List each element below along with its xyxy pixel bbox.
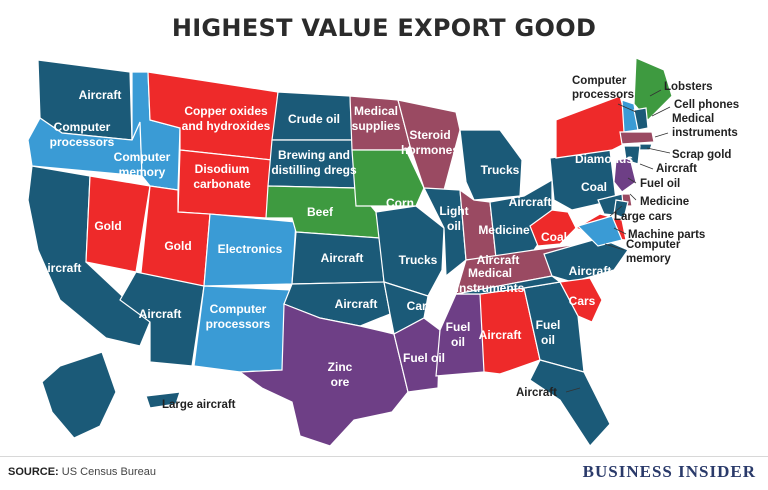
callout-label: Medicine (640, 196, 689, 208)
state-dc (613, 199, 629, 219)
state-me (633, 57, 673, 121)
map-title: HIGHEST VALUE EXPORT GOOD (171, 14, 597, 42)
callout-label: Cell phones (674, 99, 739, 111)
state-nh (633, 107, 649, 131)
brand-logo: BUSINESS INSIDER (582, 462, 756, 481)
state-label: Aircraft (39, 261, 82, 275)
state-label: Aircraft (79, 88, 122, 102)
state-nj (613, 157, 637, 193)
state-label: Gold (164, 239, 191, 253)
state-label: Disodium carbonate (193, 162, 251, 191)
us-export-map: Aircraft Computer processors Copper oxides a… (27, 57, 739, 447)
callout-label: Fuel oil (640, 178, 680, 190)
state-fl (529, 359, 611, 447)
state-label: Trucks (481, 163, 520, 177)
footer-divider (0, 456, 768, 457)
callout-label: Aircraft (656, 163, 697, 175)
state-label: Fuel oil (536, 318, 561, 347)
callout-label: Machine parts (628, 229, 705, 241)
state-mi (459, 129, 523, 201)
state-label: Light oil (439, 204, 468, 233)
state-label: Medical instruments (456, 266, 525, 295)
state-label: Medicine (478, 223, 530, 237)
state-label: Brewing and distilling dregs (271, 148, 357, 177)
callout-label: Medical instruments (672, 113, 738, 139)
state-label: Computer memory (114, 150, 171, 179)
state-ny (555, 95, 633, 159)
state-va-east (576, 215, 623, 247)
source-text: US Census Bureau (61, 466, 156, 478)
source-note: SOURCE: US Census Bureau (8, 466, 156, 478)
state-label: Corn (386, 196, 414, 210)
state-label: Gold (94, 219, 121, 233)
state-label: Crude oil (288, 112, 340, 126)
state-label: Computer processors (206, 302, 271, 331)
state-hi (145, 391, 181, 409)
state-label: Fuel oil (446, 320, 471, 349)
state-label: Coal (581, 180, 607, 194)
state-ma (619, 131, 655, 145)
state-label: Aircraft (479, 328, 522, 342)
state-label: Aircraft (335, 297, 378, 311)
state-label: Copper oxides and hydroxides (182, 104, 271, 133)
state-label: Diamonds (575, 152, 633, 166)
state-label: Fuel oil (403, 351, 445, 365)
state-il (423, 187, 467, 278)
state-label: Computer processors (50, 120, 115, 149)
callout-label: Computer memory (626, 239, 681, 265)
state-sc (559, 277, 603, 323)
state-mn (349, 95, 411, 151)
state-label: Cars (569, 294, 596, 308)
callout-label: Computer processors (572, 75, 634, 101)
state-label: Electronics (218, 242, 283, 256)
callout-label: Scrap gold (672, 149, 731, 161)
state-ak (41, 351, 117, 439)
state-label: Beef (307, 205, 334, 219)
callout-label: Aircraft (516, 387, 557, 399)
state-label: Aircraft (509, 195, 552, 209)
state-label: Aircraft (569, 264, 612, 278)
source-label: SOURCE: (8, 466, 59, 478)
state-label: Medical supplies (352, 104, 401, 133)
state-ia (351, 149, 425, 207)
callout-label: Large cars (614, 211, 672, 223)
state-label: Steroid hormones (401, 128, 459, 157)
callout-label: Lobsters (664, 81, 713, 93)
state-label: Coal (541, 230, 567, 244)
state-label: Aircraft (139, 307, 182, 321)
state-label: Aircraft (477, 253, 520, 267)
state-label: Zinc ore (328, 360, 353, 389)
callout-label: Large aircraft (162, 399, 236, 411)
state-label: Trucks (399, 253, 438, 267)
state-label: Cars (407, 299, 434, 313)
state-label: Aircraft (321, 251, 364, 265)
state-tx (238, 303, 409, 447)
